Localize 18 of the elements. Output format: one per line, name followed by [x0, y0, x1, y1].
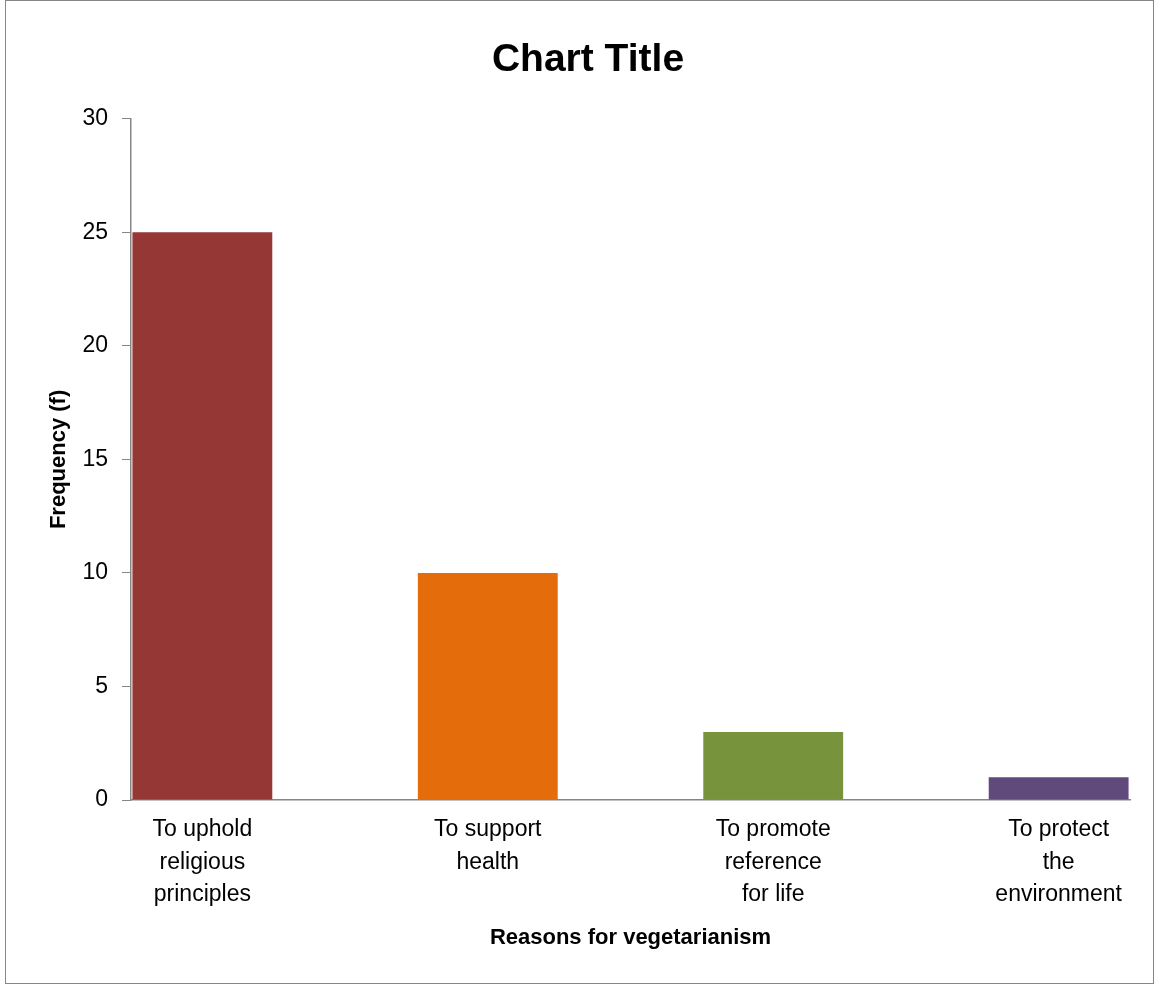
y-tick-label: 30 — [82, 104, 108, 131]
bar — [988, 777, 1129, 800]
bar — [703, 731, 844, 800]
y-tick-label: 25 — [82, 217, 108, 244]
y-tick-label: 20 — [82, 331, 108, 358]
x-tick-label: To promote reference for life — [715, 815, 831, 906]
y-axis-title: Frequency (f) — [45, 389, 71, 530]
bar — [417, 572, 558, 800]
x-tick-label: To support health — [434, 815, 543, 874]
x-tick-label: To uphold religious principles — [152, 815, 253, 906]
chart-title: Chart Title — [491, 36, 685, 80]
y-tick-label: 5 — [95, 671, 108, 698]
y-tick-label: 0 — [95, 785, 108, 812]
y-tick-label: 10 — [82, 558, 108, 585]
y-tick-label: 15 — [82, 444, 108, 471]
x-axis-title: Reasons for vegetarianism — [489, 923, 772, 949]
bar — [132, 232, 273, 800]
x-tick-label: To protect the environment — [995, 815, 1123, 906]
